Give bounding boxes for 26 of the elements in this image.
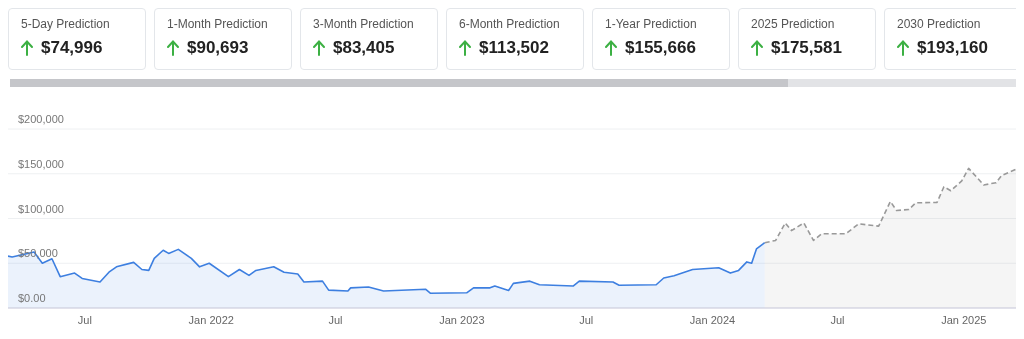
text: $175,581 [771, 38, 842, 58]
text: $113,502 [479, 38, 549, 58]
text: $83,405 [333, 38, 395, 58]
text: $155,666 [625, 38, 696, 58]
text: 1-Year Prediction [605, 17, 698, 31]
y-tick-label: $200,000 [18, 113, 64, 125]
x-tick-label: Jul [830, 313, 845, 326]
text: 2030 Prediction [897, 17, 982, 31]
y-tick-label: $150,000 [18, 157, 64, 170]
text: $90,693 [187, 38, 249, 58]
x-tick-label: Jan 2023 [439, 313, 485, 326]
x-tick-label: Jan 2022 [188, 313, 234, 326]
y-tick-label: $100,000 [18, 202, 64, 215]
x-tick-label: Jul [579, 313, 594, 326]
text: $74,996 [41, 38, 103, 58]
text: 3-Month Prediction [313, 17, 415, 31]
text: 1-Month Prediction [167, 17, 269, 31]
y-tick-label: $0.00 [18, 292, 46, 304]
x-tick-label: Jul [77, 313, 92, 326]
text: 2025 Prediction [751, 17, 836, 31]
text: 6-Month Prediction [459, 17, 561, 31]
x-tick-label: Jan 2024 [689, 313, 736, 326]
text: $193,160 [917, 38, 988, 58]
text: 5-Day Prediction [21, 17, 111, 31]
x-tick-label: Jan 2025 [941, 313, 987, 326]
x-tick-label: Jul [328, 313, 343, 326]
